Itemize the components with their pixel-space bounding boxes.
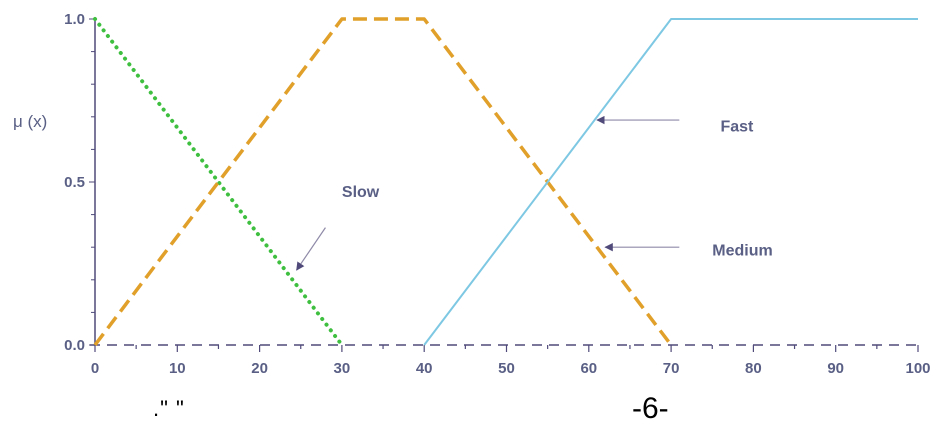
series-line-slow bbox=[93, 17, 344, 347]
x-tick-label: 50 bbox=[498, 360, 515, 377]
annotation-label-fast: Fast bbox=[720, 119, 754, 136]
x-tick-label: 30 bbox=[334, 360, 351, 377]
x-tick-label: 80 bbox=[745, 360, 762, 377]
x-tick-label: 70 bbox=[663, 360, 680, 377]
x-tick-label: 90 bbox=[827, 360, 844, 377]
x-tick-label: 20 bbox=[251, 360, 268, 377]
annotations: Slow Fast Medium bbox=[296, 115, 773, 271]
series-line-fast bbox=[423, 18, 918, 346]
footer-quote-text: ." " bbox=[153, 396, 185, 421]
annotation-label-slow: Slow bbox=[342, 184, 380, 201]
x-tick-label: 40 bbox=[416, 360, 433, 377]
series-line-medium bbox=[93, 17, 673, 347]
y-tick-label: 1.0 bbox=[64, 11, 85, 28]
x-tick-label: 60 bbox=[580, 360, 597, 377]
y-tick-label: 0.5 bbox=[64, 174, 85, 191]
annotation-arrow-slow bbox=[296, 227, 326, 271]
y-axis-label: μ (x) bbox=[13, 112, 47, 131]
x-tick-label: 10 bbox=[169, 360, 186, 377]
y-tick-label: 0.0 bbox=[64, 337, 85, 354]
page-number: -6- bbox=[632, 392, 669, 425]
x-tick-label: 100 bbox=[905, 360, 930, 377]
fuzzy-membership-chart: 0.0 0.5 1.0 0 10 20 30 40 50 60 70 80 90 100 μ (x) Slo… bbox=[13, 11, 931, 377]
series-lines bbox=[93, 17, 918, 347]
annotation-label-medium: Medium bbox=[712, 242, 772, 259]
x-tick-label: 0 bbox=[91, 360, 99, 377]
axes: 0.0 0.5 1.0 0 10 20 30 40 50 60 70 80 90 100 μ (x) bbox=[13, 11, 931, 377]
